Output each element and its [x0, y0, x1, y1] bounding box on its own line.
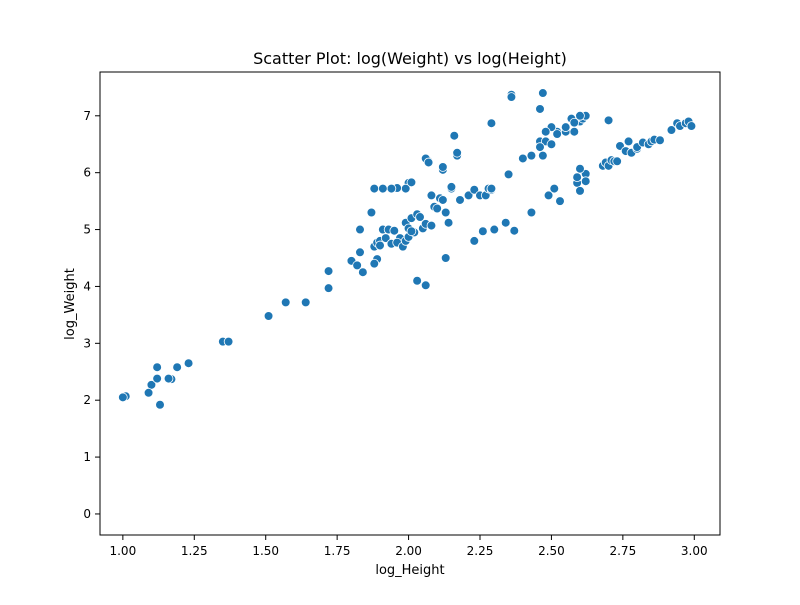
scatter-point: [118, 393, 127, 402]
scatter-point: [264, 312, 273, 321]
scatter-point: [581, 177, 590, 186]
scatter-point: [441, 254, 450, 263]
x-tick-label: 1.50: [252, 544, 279, 558]
y-tick-label: 3: [83, 336, 91, 350]
scatter-point: [687, 122, 696, 131]
scatter-point: [164, 374, 173, 383]
x-tick-label: 2.75: [609, 544, 636, 558]
scatter-point: [367, 208, 376, 217]
scatter-point: [541, 127, 550, 136]
y-axis-label: log_Weight: [63, 268, 78, 340]
y-tick-label: 1: [83, 450, 91, 464]
scatter-point: [324, 284, 333, 293]
y-tick-label: 4: [83, 279, 91, 293]
scatter-point: [573, 173, 582, 182]
scatter-point: [550, 184, 559, 193]
x-axis-ticks: 1.00 1.25 1.50 1.75 2.00 2.25 2.50 2.75 3.00: [109, 535, 707, 558]
x-tick-label: 1.25: [181, 544, 208, 558]
scatter-point: [527, 151, 536, 160]
scatter-point: [478, 227, 487, 236]
scatter-point: [470, 237, 479, 246]
scatter-point: [444, 218, 453, 227]
y-tick-label: 0: [83, 507, 91, 521]
x-tick-label: 2.50: [538, 544, 565, 558]
scatter-point: [173, 363, 182, 372]
scatter-point: [356, 248, 365, 257]
scatter-point: [570, 127, 579, 136]
scatter-point: [427, 191, 436, 200]
scatter-point: [376, 241, 385, 250]
scatter-point: [487, 184, 496, 193]
scatter-point: [378, 184, 387, 193]
scatter-point: [501, 218, 510, 227]
scatter-point: [510, 226, 519, 235]
x-tick-label: 1.75: [324, 544, 351, 558]
scatter-point: [438, 196, 447, 205]
scatter-point: [656, 136, 665, 145]
x-tick-label: 2.00: [395, 544, 422, 558]
x-tick-label: 3.00: [681, 544, 708, 558]
scatter-point: [407, 178, 416, 187]
scatter-point: [536, 105, 545, 114]
scatter-point: [407, 227, 416, 236]
scatter-point: [504, 170, 513, 179]
scatter-point: [387, 184, 396, 193]
scatter-point: [487, 119, 496, 128]
scatter-point: [450, 131, 459, 140]
scatter-point: [427, 221, 436, 230]
scatter-point: [453, 148, 462, 157]
y-tick-label: 2: [83, 393, 91, 407]
scatter-point: [358, 268, 367, 277]
scatter-point: [576, 186, 585, 195]
scatter-point: [301, 298, 310, 307]
scatter-point: [153, 363, 162, 372]
scatter-point: [536, 143, 545, 152]
scatter-point: [447, 182, 456, 191]
y-tick-label: 6: [83, 166, 91, 180]
scatter-point: [538, 89, 547, 98]
y-tick-label: 7: [83, 109, 91, 123]
scatter-point: [576, 164, 585, 173]
scatter-point: [144, 388, 153, 397]
data-points: [118, 89, 695, 410]
plot-area: [100, 72, 720, 535]
y-tick-label: 5: [83, 223, 91, 237]
scatter-point: [547, 140, 556, 149]
scatter-point: [438, 163, 447, 172]
scatter-point: [413, 276, 422, 285]
scatter-point: [356, 225, 365, 234]
scatter-point: [561, 123, 570, 132]
scatter-point: [570, 118, 579, 127]
scatter-point: [153, 374, 162, 383]
scatter-point: [507, 93, 516, 102]
x-axis-label: log_Height: [375, 563, 444, 578]
scatter-point: [424, 158, 433, 167]
scatter-point: [441, 208, 450, 217]
scatter-point: [518, 154, 527, 163]
x-tick-label: 1.00: [109, 544, 136, 558]
y-axis-ticks: 0 1 2 3 4 5 6 7: [83, 109, 100, 521]
scatter-point: [370, 259, 379, 268]
x-tick-label: 2.25: [467, 544, 494, 558]
scatter-point: [538, 151, 547, 160]
scatter-point: [624, 137, 633, 146]
scatter-point: [556, 197, 565, 206]
scatter-point: [604, 116, 613, 125]
scatter-point: [324, 267, 333, 276]
scatter-point: [156, 400, 165, 409]
chart-title: Scatter Plot: log(Weight) vs log(Height): [253, 49, 567, 68]
scatter-point: [224, 337, 233, 346]
scatter-point: [184, 359, 193, 368]
scatter-point: [421, 281, 430, 290]
scatter-point: [527, 208, 536, 217]
scatter-point: [281, 298, 290, 307]
scatter-point: [490, 225, 499, 234]
scatter-point: [433, 204, 442, 213]
scatter-point: [456, 196, 465, 205]
scatter-point: [370, 184, 379, 193]
scatter-point: [390, 226, 399, 235]
scatter-point: [613, 157, 622, 166]
